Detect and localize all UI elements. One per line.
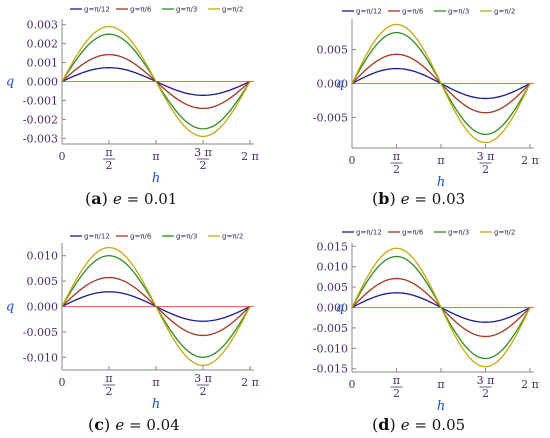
x-tick-label: 2 [482,163,489,176]
x-tick-label: π [105,372,112,385]
y-tick-label: 0.010 [317,261,349,274]
series-line [351,23,531,144]
x-tick-label: 0 [349,154,356,167]
y-tick-label: -0.005 [313,111,348,124]
panel-caption: (c) e = 0.04 [88,415,180,434]
x-axis-label: h [437,175,445,190]
legend-entry: g=π/12 [356,8,382,16]
x-tick-label: 3 π [477,374,495,387]
x-tick-label: π [152,150,159,163]
y-tick-label: 0.003 [27,19,59,32]
y-axis-label: q [6,75,14,90]
x-tick-label: 2 π [241,150,259,163]
legend-entry: g=π/2 [494,8,515,16]
y-tick-label: 0.010 [27,250,59,263]
series-line [61,25,251,138]
panel-caption: (b) e = 0.03 [372,189,465,208]
legend-entry: g=π/2 [222,233,243,241]
x-tick-label: 3 π [477,150,495,163]
legend-entry: g=π/3 [448,8,469,16]
legend: g=π/12 g=π/6 g=π/3 g=π/2 [342,8,515,16]
y-axis-label: q [336,301,344,316]
legend: g=π/12 g=π/6 g=π/3 g=π/2 [342,229,515,237]
y-tick-label: -0.005 [313,322,348,335]
series-line [61,246,251,367]
legend-entry: g=π/6 [402,229,424,237]
x-tick-label: 2 [106,159,113,172]
x-tick-label: 2 π [521,378,539,391]
x-tick-label: 2 [106,385,113,398]
y-tick-label: 0.000 [317,302,349,315]
y-tick-label: 0.000 [317,78,349,91]
x-tick-label: π [152,376,159,389]
x-tick-label: 2 π [521,154,539,167]
y-tick-label: -0.001 [23,94,58,107]
y-tick-label: 0.000 [27,301,59,314]
series-line [351,247,531,368]
y-tick-label: 0.005 [317,281,349,294]
y-tick-label: 0.000 [27,76,59,89]
x-tick-label: π [393,374,400,387]
legend-entry: g=π/12 [356,229,382,237]
x-tick-label: 2 [200,385,207,398]
y-axis-label: q [336,77,344,92]
x-tick-label: 0 [349,378,356,391]
y-tick-label: -0.003 [23,132,58,145]
legend-entry: g=π/6 [130,233,152,241]
x-tick-label: 2 [393,163,400,176]
y-axis-label: q [6,300,14,315]
legend-entry: g=π/12 [84,6,110,14]
y-tick-label: 0.015 [317,240,349,253]
y-tick-label: -0.002 [23,113,58,126]
x-tick-label: π [105,146,112,159]
y-tick-label: -0.010 [313,342,348,355]
y-tick-label: -0.010 [23,351,58,364]
legend-entry: g=π/3 [448,229,469,237]
x-axis-label: h [152,171,160,186]
y-tick-label: 0.001 [27,57,59,70]
x-tick-label: 2 [200,159,207,172]
y-tick-label: 0.005 [27,275,59,288]
x-axis-label: h [437,399,445,414]
panel-caption: (a) e = 0.01 [85,189,177,208]
y-tick-label: 0.005 [317,44,349,57]
x-tick-label: 0 [59,376,66,389]
x-tick-label: π [437,154,444,167]
x-tick-label: 3 π [194,372,212,385]
legend: g=π/12 g=π/6 g=π/3 g=π/2 [70,6,243,14]
x-tick-label: π [437,378,444,391]
x-tick-label: 3 π [194,146,212,159]
x-axis-label: h [152,397,160,412]
legend-entry: g=π/6 [130,6,152,14]
x-tick-label: π [393,150,400,163]
legend-entry: g=π/12 [84,233,110,241]
legend-entry: g=π/2 [222,6,243,14]
y-tick-label: 0.002 [27,38,59,51]
y-tick-label: -0.005 [23,326,58,339]
x-tick-label: 2 [393,387,400,400]
legend: g=π/12 g=π/6 g=π/3 g=π/2 [70,233,243,241]
y-tick-label: -0.015 [313,363,348,376]
legend-entry: g=π/2 [494,229,515,237]
legend-entry: g=π/3 [176,6,197,14]
legend-entry: g=π/6 [402,8,424,16]
panel-caption: (d) e = 0.05 [372,415,465,434]
legend-entry: g=π/3 [176,233,197,241]
x-tick-label: 2 [482,387,489,400]
x-tick-label: 0 [59,150,66,163]
x-tick-label: 2 π [241,376,259,389]
